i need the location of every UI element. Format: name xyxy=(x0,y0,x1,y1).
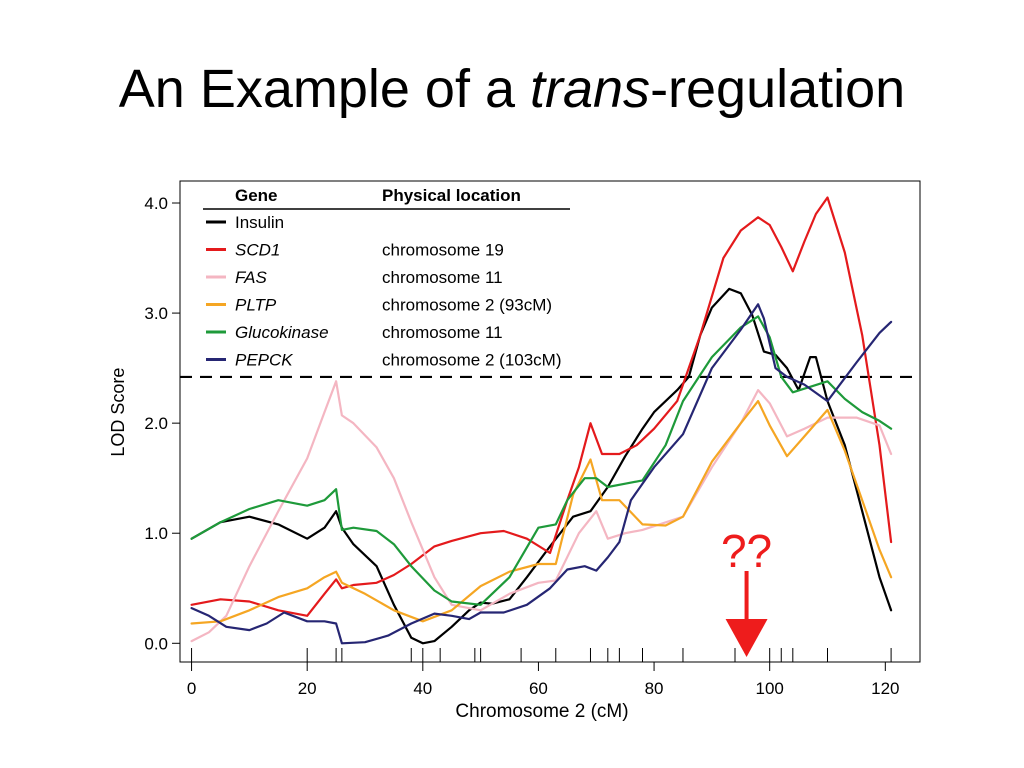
legend-gene-fas: FAS xyxy=(235,268,267,287)
x-tick-label: 40 xyxy=(413,679,432,698)
x-tick-label: 60 xyxy=(529,679,548,698)
plot-frame xyxy=(179,180,921,663)
legend-location-pltp: chromosome 2 (93cM) xyxy=(382,296,552,315)
legend-header-location: Physical location xyxy=(382,186,521,205)
title-text: An Example of a xyxy=(118,59,530,119)
series-line-pltp xyxy=(190,400,893,625)
slide-title: An Example of a trans-regulation xyxy=(0,62,1024,116)
y-tick-label: 4.0 xyxy=(144,194,168,213)
x-axis-label: Chromosome 2 (cM) xyxy=(455,701,628,722)
series-line-scd1 xyxy=(190,196,893,617)
legend-gene-scd1: SCD1 xyxy=(235,241,280,260)
y-tick-label: 1.0 xyxy=(144,524,168,543)
y-tick-label: 0.0 xyxy=(144,634,168,653)
series-line-pepck xyxy=(190,303,893,645)
y-axis-label: LOD Score xyxy=(108,368,128,457)
legend-gene-insulin: Insulin xyxy=(235,213,284,232)
x-tick-label: 80 xyxy=(645,679,664,698)
legend-location-fas: chromosome 11 xyxy=(382,268,503,287)
x-tick-label: 120 xyxy=(871,679,899,698)
y-tick-label: 2.0 xyxy=(144,414,168,433)
legend-gene-pepck: PEPCK xyxy=(235,351,293,370)
x-tick-label: 100 xyxy=(756,679,784,698)
x-tick-label: 0 xyxy=(187,679,196,698)
legend-location-glucokinase: chromosome 11 xyxy=(382,323,503,342)
y-tick-label: 3.0 xyxy=(144,304,168,323)
series-line-glucokinase xyxy=(190,315,893,606)
series-line-insulin xyxy=(190,287,893,645)
legend-header-gene: Gene xyxy=(235,186,278,205)
title-italic-text: trans xyxy=(530,59,651,119)
x-tick-label: 20 xyxy=(298,679,317,698)
legend-gene-pltp: PLTP xyxy=(235,296,277,315)
legend-location-scd1: chromosome 19 xyxy=(382,241,504,260)
legend-gene-glucokinase: Glucokinase xyxy=(235,323,329,342)
question-marks-annotation: ?? xyxy=(721,525,772,577)
annotation-arrow-head xyxy=(725,619,768,657)
series-line-fas xyxy=(190,380,893,643)
legend-location-pepck: chromosome 2 (103cM) xyxy=(382,351,562,370)
title-text-end: -regulation xyxy=(650,59,906,119)
